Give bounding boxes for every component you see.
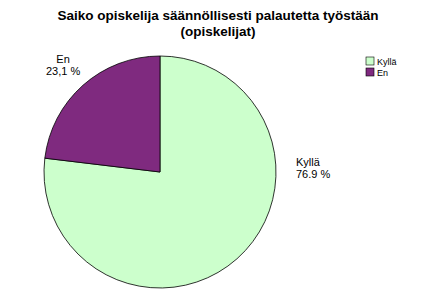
title-line: (opiskelijat)	[180, 24, 255, 39]
slice-label-value: 76.9 %	[296, 168, 330, 180]
chart-container: Saiko opiskelija säännöllisesti palautet…	[0, 0, 436, 304]
chart-svg: Saiko opiskelija säännöllisesti palautet…	[0, 0, 436, 304]
pie-slice	[44, 56, 276, 288]
title: Saiko opiskelija säännöllisesti palautet…	[57, 8, 378, 39]
background	[0, 0, 436, 304]
slice-label-value: 23,1 %	[46, 65, 80, 77]
legend-label: En	[377, 68, 388, 78]
slice-label-name: Kyllä	[296, 156, 321, 168]
legend: KylläEn	[366, 57, 397, 78]
data-labels: Kyllä76.9 % En23,1 %	[46, 53, 330, 180]
legend-swatch	[366, 68, 374, 76]
legend-swatch	[366, 57, 374, 65]
pie	[44, 56, 276, 288]
legend-label: Kyllä	[377, 57, 397, 67]
pie-slice	[45, 56, 160, 172]
slice-label-name: En	[56, 53, 69, 65]
title-line: Saiko opiskelija säännöllisesti palautet…	[57, 8, 378, 23]
